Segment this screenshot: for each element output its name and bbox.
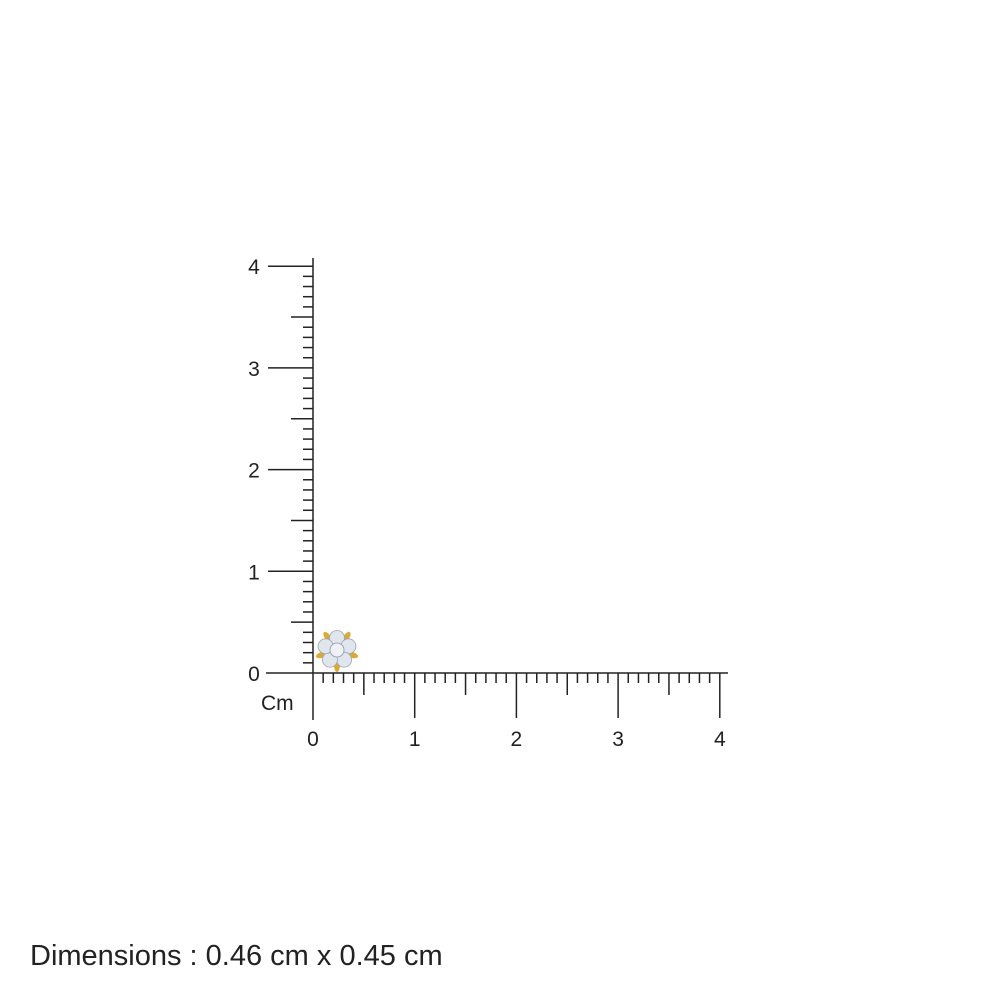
y-tick-label: 3 — [248, 358, 260, 381]
x-tick-label: 4 — [714, 728, 726, 751]
x-tick-label: 1 — [409, 728, 421, 751]
y-tick-label: 4 — [248, 256, 260, 279]
y-tick-label: 2 — [248, 460, 260, 483]
dimensions-caption: Dimensions : 0.46 cm x 0.45 cm — [30, 940, 443, 972]
unit-label: Cm — [261, 692, 294, 715]
center-stone — [329, 642, 345, 658]
x-tick-label: 3 — [612, 728, 624, 751]
x-tick-label: 0 — [307, 728, 319, 751]
y-tick-label: 0 — [248, 663, 260, 686]
y-tick-label: 1 — [248, 561, 260, 584]
x-tick-label: 2 — [511, 728, 523, 751]
ruler-axes — [266, 258, 728, 720]
flower-stud-earring-image — [316, 630, 358, 672]
ruler-labels: 0 1 2 3 4 0 1 2 3 4 — [248, 256, 726, 751]
